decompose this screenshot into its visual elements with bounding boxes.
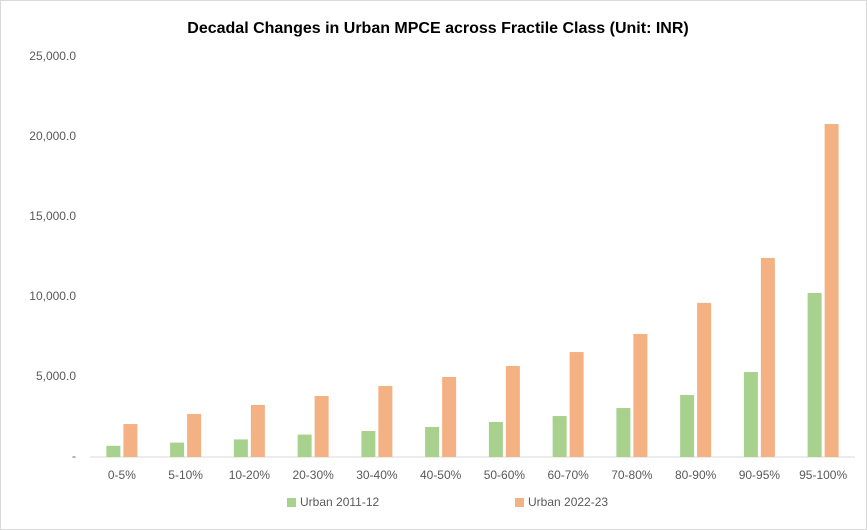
x-tick-label: 95-100% [799, 468, 847, 482]
bar [361, 431, 376, 457]
x-tick-label: 70-80% [611, 468, 653, 482]
y-tick-label: 5,000.0 [36, 369, 76, 383]
bar [425, 427, 440, 457]
chart-title: Decadal Changes in Urban MPCE across Fra… [187, 20, 688, 37]
bar [233, 439, 248, 457]
y-tick-label: 25,000.0 [29, 49, 76, 63]
x-tick-label: 10-20% [229, 468, 271, 482]
x-tick-label: 30-40% [356, 468, 398, 482]
x-tick-label: 50-60% [484, 468, 526, 482]
bar [824, 124, 839, 457]
bar [250, 405, 265, 457]
legend-swatch [515, 498, 524, 507]
x-tick-label: 20-30% [292, 468, 334, 482]
y-tick-label: 20,000.0 [29, 129, 76, 143]
x-tick-label: 40-50% [420, 468, 462, 482]
bar [616, 408, 631, 457]
bar [106, 445, 121, 457]
bar [505, 365, 520, 457]
x-tick-label: 80-90% [675, 468, 717, 482]
bar [697, 302, 712, 457]
bar [488, 421, 503, 457]
legend-swatch [287, 498, 296, 507]
bar [680, 395, 695, 457]
bar [442, 377, 457, 457]
x-tick-label: 0-5% [108, 468, 136, 482]
bar [187, 413, 202, 457]
bar [743, 372, 758, 457]
bar [297, 434, 312, 457]
x-tick-label: 5-10% [168, 468, 203, 482]
bar [569, 352, 584, 457]
legend-label: Urban 2022-23 [528, 495, 608, 509]
legend-label: Urban 2011-12 [300, 495, 379, 509]
bar [807, 293, 822, 457]
x-tick-label: 90-95% [739, 468, 781, 482]
bar [123, 424, 138, 457]
bar [378, 385, 393, 457]
x-tick-label: 60-70% [547, 468, 589, 482]
y-tick-label: 15,000.0 [29, 209, 76, 223]
bar [633, 333, 648, 457]
y-tick-label: - [72, 449, 76, 463]
y-tick-label: 10,000.0 [29, 289, 76, 303]
bar [760, 257, 775, 457]
bar [314, 396, 329, 457]
bar [170, 442, 185, 457]
bar [552, 416, 567, 457]
